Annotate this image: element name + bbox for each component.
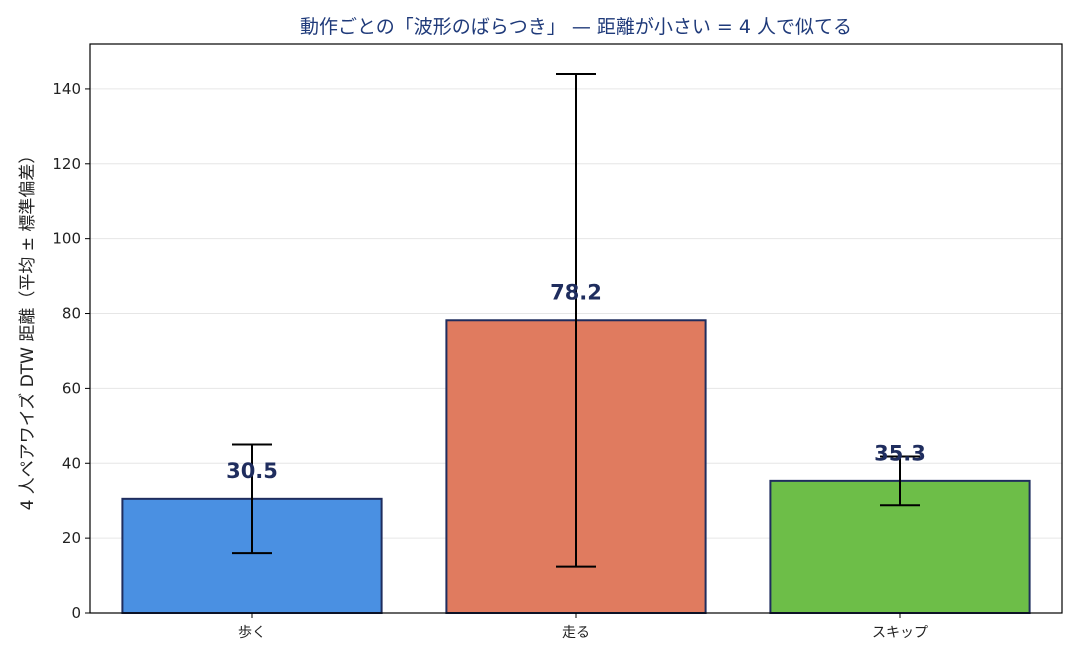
- y-tick-label: 0: [71, 604, 81, 622]
- chart-title: 動作ごとの「波形のばらつき」 — 距離が小さい = 4 人で似てる: [300, 16, 852, 38]
- x-tick-label: 走る: [562, 625, 590, 641]
- y-tick-label: 40: [62, 454, 81, 472]
- y-tick-label: 140: [52, 80, 81, 98]
- y-tick-label: 20: [62, 529, 81, 547]
- y-tick-label: 100: [52, 230, 81, 248]
- data-label: 78.2: [550, 281, 602, 305]
- y-tick-label: 60: [62, 379, 81, 397]
- error-bars: [232, 72, 920, 568]
- data-label: 30.5: [226, 459, 278, 483]
- x-tick-label: 歩く: [238, 625, 266, 641]
- data-labels: 30.5 78.2 35.3: [226, 281, 926, 484]
- x-axis-ticks: 歩く 走る スキップ: [238, 613, 928, 641]
- y-tick-label: 120: [52, 155, 81, 173]
- y-axis-label: 4 人ペアワイズ DTW 距離（平均 ± 標準偏差）: [18, 147, 38, 511]
- y-axis-ticks: 0 20 40 60 80 100 120 140: [52, 80, 90, 622]
- data-label: 35.3: [874, 441, 926, 465]
- y-tick-label: 80: [62, 305, 81, 323]
- x-tick-label: スキップ: [872, 625, 928, 641]
